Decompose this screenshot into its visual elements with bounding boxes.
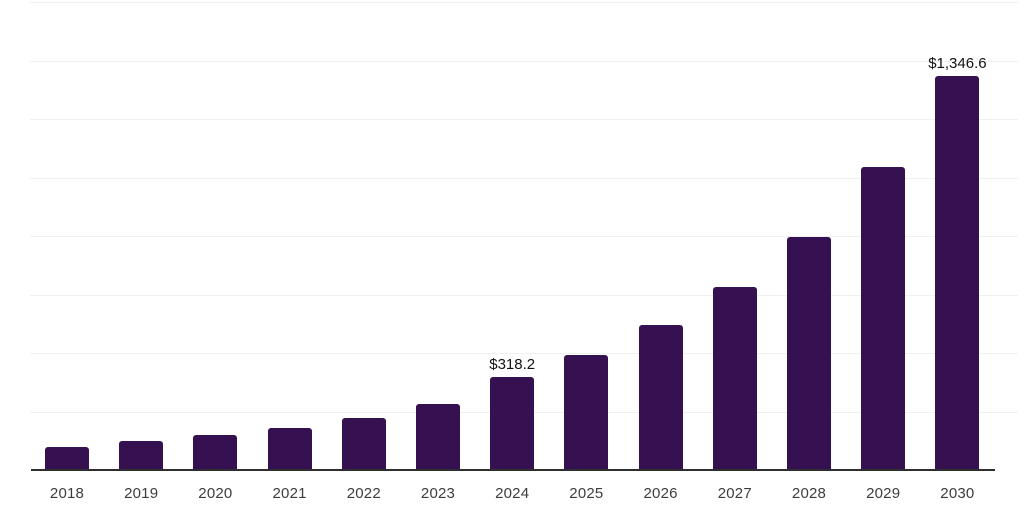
bar-2024 — [490, 376, 535, 470]
bar-2023 — [416, 403, 460, 470]
x-tick-label-2022: 2022 — [346, 485, 381, 502]
bar-2019 — [119, 440, 164, 470]
bar-2026 — [638, 325, 683, 470]
bar-2027 — [712, 287, 757, 470]
gridline-1400 — [30, 60, 1018, 62]
bar-2022 — [341, 417, 386, 470]
x-tick-label-2019: 2019 — [124, 485, 159, 502]
bar-2025 — [564, 355, 609, 470]
gridline-1600 — [30, 2, 1018, 3]
x-tick-label-2025: 2025 — [569, 485, 604, 502]
gridline-400 — [30, 353, 1018, 354]
x-tick-label-2018: 2018 — [49, 485, 85, 502]
bar-2020 — [193, 435, 238, 470]
bar-2021 — [267, 427, 312, 470]
x-tick-label-2027: 2027 — [717, 485, 752, 502]
x-tick-label-2026: 2026 — [643, 485, 678, 502]
bar-2030 — [935, 76, 980, 470]
gridline-800 — [30, 236, 1018, 237]
bar-2029 — [861, 166, 906, 470]
x-tick-label-2024: 2024 — [495, 485, 530, 502]
gridline-1000 — [30, 177, 1018, 179]
gridline-600 — [30, 294, 1018, 296]
value-label-2030: $1,346.6 — [928, 55, 987, 73]
x-tick-label-2023: 2023 — [420, 485, 456, 502]
bar-2018 — [45, 446, 89, 470]
value-label-2024: $318.2 — [489, 355, 536, 373]
gridline-1200 — [30, 119, 1018, 120]
x-tick-label-2028: 2028 — [791, 485, 827, 502]
x-tick-label-2021: 2021 — [272, 485, 307, 502]
bar-2028 — [787, 237, 831, 470]
x-tick-label-2030: 2030 — [940, 485, 975, 502]
x-tick-label-2020: 2020 — [198, 485, 233, 502]
x-tick-label-2029: 2029 — [866, 485, 901, 502]
x-axis-line — [31, 469, 995, 471]
